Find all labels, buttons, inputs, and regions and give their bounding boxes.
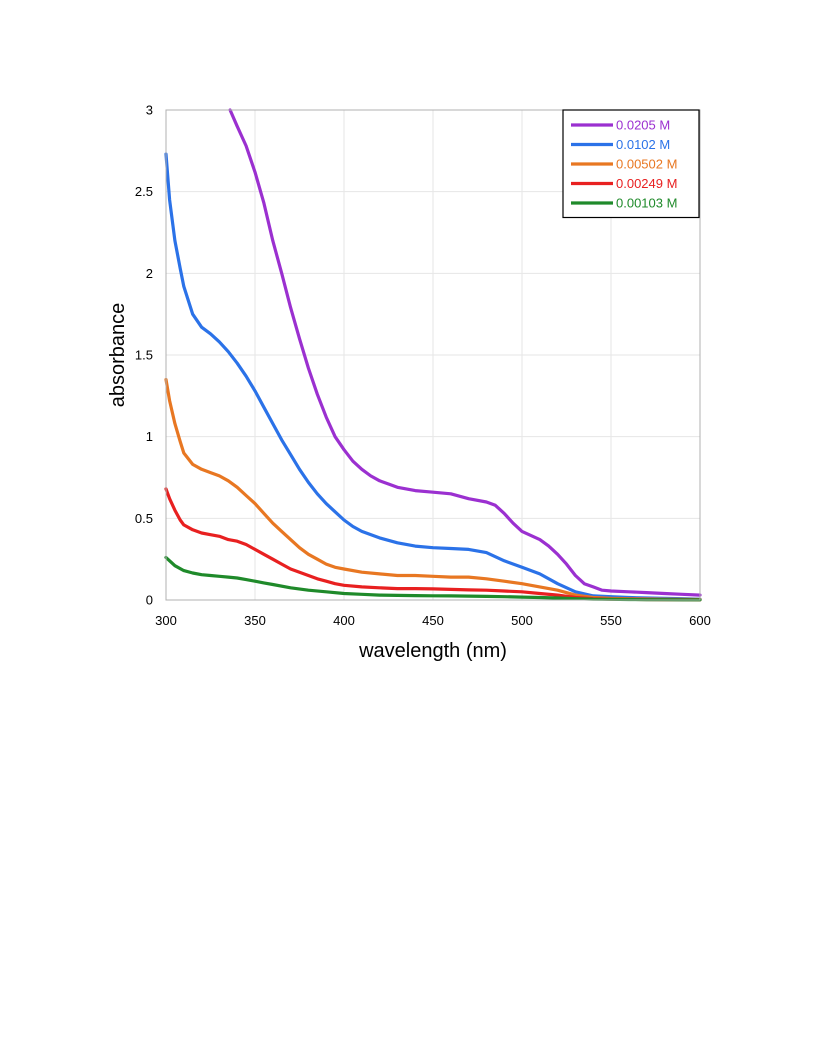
x-tick-label: 500 <box>511 613 533 628</box>
legend-label: 0.0102 M <box>616 137 670 152</box>
x-tick-label: 350 <box>244 613 266 628</box>
legend-label: 0.00502 M <box>616 157 677 172</box>
x-tick-label: 550 <box>600 613 622 628</box>
legend-label: 0.0205 M <box>616 118 670 133</box>
y-tick-label: 2.5 <box>135 184 153 199</box>
y-tick-label: 1.5 <box>135 348 153 363</box>
legend-label: 0.00103 M <box>616 196 677 211</box>
y-tick-label: 3 <box>146 103 153 118</box>
plot-frame <box>165 109 701 601</box>
series-line-5 <box>164 555 702 602</box>
series-line-2 <box>164 152 702 601</box>
x-axis-title: wavelength (nm) <box>358 640 507 662</box>
y-axis-ticks: 0 0.5 1 1.5 2 2.5 3 <box>135 103 153 608</box>
y-tick-label: 0.5 <box>135 511 153 526</box>
y-tick-label: 1 <box>146 429 153 444</box>
x-tick-label: 300 <box>155 613 177 628</box>
y-tick-label: 2 <box>146 266 153 281</box>
series-line-3 <box>164 377 702 602</box>
x-tick-label: 450 <box>422 613 444 628</box>
x-tick-label: 400 <box>333 613 355 628</box>
series-line-1 <box>228 108 702 597</box>
x-tick-label: 600 <box>689 613 711 628</box>
legend-label: 0.00249 M <box>616 176 677 191</box>
y-tick-label: 0 <box>146 593 153 608</box>
x-axis-ticks: 300 350 400 450 500 550 600 <box>155 613 711 628</box>
y-axis-title: absorbance <box>107 303 129 408</box>
legend: 0.0205 M 0.0102 M 0.00502 M 0.00249 M 0.0010… <box>562 109 700 219</box>
series-lines <box>164 108 702 602</box>
